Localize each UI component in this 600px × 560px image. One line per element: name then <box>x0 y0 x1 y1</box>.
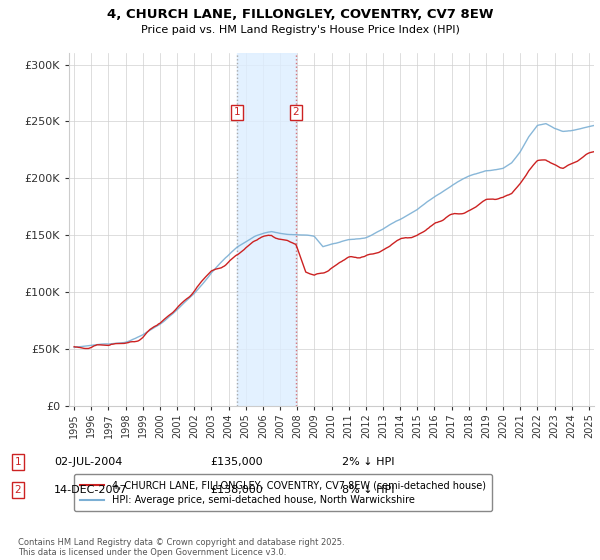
Text: 2% ↓ HPI: 2% ↓ HPI <box>342 457 395 467</box>
Text: 1: 1 <box>14 457 22 467</box>
Text: £138,000: £138,000 <box>210 485 263 495</box>
Text: 2: 2 <box>292 108 299 118</box>
Text: 1: 1 <box>234 108 241 118</box>
Legend: 4, CHURCH LANE, FILLONGLEY, COVENTRY, CV7 8EW (semi-detached house), HPI: Averag: 4, CHURCH LANE, FILLONGLEY, COVENTRY, CV… <box>74 474 491 511</box>
Text: 4, CHURCH LANE, FILLONGLEY, COVENTRY, CV7 8EW: 4, CHURCH LANE, FILLONGLEY, COVENTRY, CV… <box>107 8 493 21</box>
Text: £135,000: £135,000 <box>210 457 263 467</box>
Text: 02-JUL-2004: 02-JUL-2004 <box>54 457 122 467</box>
Text: Price paid vs. HM Land Registry's House Price Index (HPI): Price paid vs. HM Land Registry's House … <box>140 25 460 35</box>
Text: 2: 2 <box>14 485 22 495</box>
Text: 14-DEC-2007: 14-DEC-2007 <box>54 485 128 495</box>
Text: Contains HM Land Registry data © Crown copyright and database right 2025.
This d: Contains HM Land Registry data © Crown c… <box>18 538 344 557</box>
Bar <box>237 53 296 406</box>
Text: 8% ↓ HPI: 8% ↓ HPI <box>342 485 395 495</box>
